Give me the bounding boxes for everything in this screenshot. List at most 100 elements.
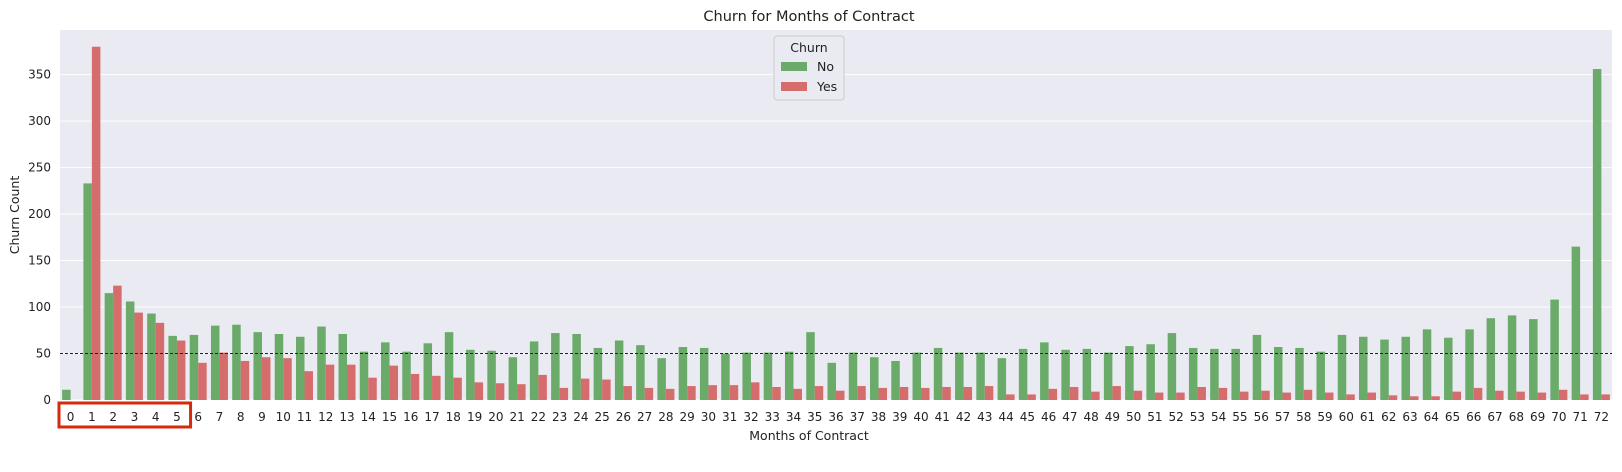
bar-no-23	[551, 333, 560, 400]
x-tick-label: 18	[446, 410, 461, 424]
y-tick-label: 300	[28, 114, 51, 128]
bar-no-64	[1422, 329, 1432, 400]
bar-no-3	[125, 301, 135, 400]
bar-yes-66	[1473, 387, 1483, 400]
x-tick-label: 23	[552, 410, 567, 424]
x-tick-label: 34	[786, 410, 801, 424]
x-tick-label: 15	[382, 410, 397, 424]
bar-no-35	[806, 332, 815, 400]
bar-no-0	[62, 389, 71, 400]
bar-no-18	[444, 332, 454, 400]
bar-yes-50	[1133, 390, 1143, 400]
x-tick-label: 9	[258, 410, 266, 424]
bar-no-31	[721, 353, 730, 400]
bar-yes-11	[304, 371, 313, 400]
bar-yes-48	[1091, 391, 1100, 400]
x-tick-label: 52	[1169, 410, 1184, 424]
x-tick-label: 33	[765, 410, 780, 424]
legend-label-no: No	[817, 59, 834, 74]
x-tick-label: 40	[913, 410, 928, 424]
x-tick-label: 69	[1530, 410, 1545, 424]
bar-yes-56	[1261, 390, 1270, 400]
bar-no-37	[848, 352, 858, 400]
x-tick-label: 47	[1062, 410, 1077, 424]
x-tick-label: 13	[339, 410, 354, 424]
x-tick-label: 12	[318, 410, 333, 424]
bar-no-57	[1273, 347, 1283, 400]
x-tick-label: 38	[871, 410, 886, 424]
bar-no-59	[1316, 351, 1325, 400]
bar-yes-60	[1346, 394, 1355, 400]
bar-yes-72	[1601, 394, 1610, 400]
x-tick-label: 10	[276, 410, 291, 424]
bar-yes-28	[665, 388, 675, 400]
x-tick-label: 71	[1572, 410, 1587, 424]
bar-yes-17	[432, 375, 441, 400]
bar-no-14	[359, 351, 369, 400]
bar-yes-57	[1282, 392, 1291, 400]
bar-yes-30	[708, 385, 717, 400]
bar-yes-53	[1197, 386, 1206, 400]
x-tick-label: 30	[701, 410, 716, 424]
bar-yes-58	[1303, 389, 1313, 400]
bar-yes-61	[1367, 392, 1377, 400]
x-tick-label: 46	[1041, 410, 1056, 424]
bar-yes-51	[1154, 392, 1164, 400]
y-axis-title: Churn Count	[7, 176, 22, 255]
bar-no-29	[678, 347, 688, 400]
bar-yes-3	[134, 312, 143, 400]
bar-no-5	[168, 335, 177, 400]
y-tick-label: 150	[28, 254, 51, 268]
x-tick-label: 35	[807, 410, 822, 424]
x-tick-label: 7	[216, 410, 224, 424]
bar-yes-19	[474, 382, 484, 400]
bar-no-47	[1061, 349, 1070, 400]
legend-swatch-no	[781, 62, 807, 71]
bar-no-6	[189, 334, 199, 400]
x-axis-title: Months of Contract	[749, 428, 869, 443]
x-tick-label: 8	[237, 410, 245, 424]
y-tick-label: 100	[28, 300, 51, 314]
bar-yes-39	[899, 386, 909, 400]
legend-label-yes: Yes	[816, 79, 837, 94]
bar-yes-29	[687, 386, 696, 400]
bar-no-17	[423, 343, 433, 400]
bar-no-45	[1018, 348, 1028, 400]
x-tick-label: 5	[173, 410, 181, 424]
bar-yes-23	[559, 387, 569, 400]
x-tick-label: 14	[361, 410, 376, 424]
bar-yes-49	[1112, 386, 1121, 400]
bar-yes-47	[1069, 386, 1079, 400]
legend: Churn No Yes	[773, 35, 845, 101]
x-tick-label: 65	[1445, 410, 1460, 424]
bar-yes-63	[1410, 396, 1419, 400]
bar-no-50	[1125, 346, 1134, 400]
legend-title: Churn	[790, 40, 827, 55]
bar-no-63	[1401, 336, 1411, 400]
x-tick-label: 53	[1190, 410, 1205, 424]
bar-yes-1	[91, 46, 101, 400]
bar-no-41	[933, 347, 943, 400]
bar-yes-32	[750, 382, 760, 400]
bar-no-30	[699, 347, 709, 400]
bar-yes-46	[1048, 388, 1058, 400]
bar-no-19	[466, 349, 475, 400]
x-tick-label: 55	[1232, 410, 1247, 424]
bar-no-69	[1529, 319, 1538, 400]
bar-no-55	[1231, 348, 1240, 400]
x-tick-label: 29	[680, 410, 695, 424]
bar-yes-65	[1452, 391, 1462, 400]
bar-yes-26	[623, 386, 632, 400]
x-tick-label: 42	[956, 410, 971, 424]
bar-no-46	[1040, 342, 1049, 400]
bar-no-40	[912, 352, 922, 400]
x-tick-label: 19	[467, 410, 482, 424]
bar-yes-2	[113, 285, 122, 400]
x-tick-label: 6	[194, 410, 202, 424]
bar-yes-36	[836, 390, 845, 400]
bar-no-36	[827, 362, 836, 400]
bar-yes-42	[963, 386, 973, 400]
bar-yes-68	[1516, 391, 1525, 400]
bar-no-56	[1252, 334, 1262, 400]
y-tick-label: 250	[28, 161, 51, 175]
